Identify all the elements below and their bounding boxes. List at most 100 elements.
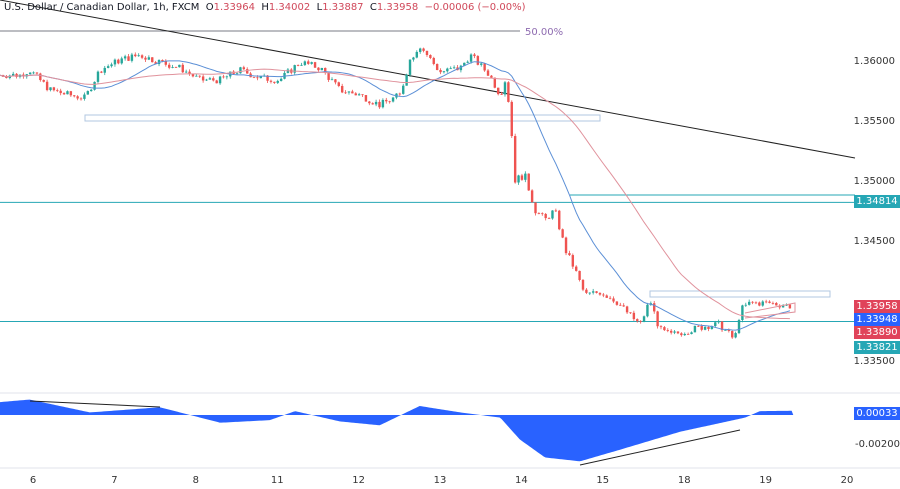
candle-body <box>544 213 547 219</box>
candle-body <box>188 71 191 75</box>
candle-body <box>208 78 212 80</box>
candle-body <box>727 329 731 332</box>
candle-body <box>147 57 151 60</box>
candle-body <box>554 210 558 212</box>
candle-body <box>751 301 754 303</box>
chart-header: U.S. Dollar / Canadian Dollar, 1h, FXCM … <box>4 2 526 13</box>
candle-body <box>591 291 595 293</box>
ma-fast-line <box>0 60 791 331</box>
candle-body <box>663 327 666 331</box>
y-tick-label: 1.36000 <box>854 56 895 67</box>
candle-body <box>629 312 632 314</box>
candle-body <box>242 67 246 70</box>
candle-body <box>42 80 45 82</box>
candle-body <box>446 68 449 72</box>
close-value: 1.33958 <box>376 2 419 13</box>
candle-body <box>513 136 517 183</box>
candle-body <box>324 67 327 73</box>
candle-body <box>659 326 663 328</box>
candle-body <box>581 279 585 290</box>
candle-body <box>744 304 747 306</box>
candle-body <box>347 91 351 93</box>
candle-body <box>45 81 49 91</box>
candle-body <box>218 76 222 84</box>
candle-body <box>547 218 551 219</box>
candle-body <box>449 68 452 70</box>
candle-body <box>497 87 500 95</box>
candle-body <box>144 57 147 60</box>
candle-body <box>252 77 256 79</box>
candle-body <box>568 253 571 256</box>
candle-body <box>276 80 279 83</box>
x-tick-label: 18 <box>678 475 691 486</box>
x-tick-label: 12 <box>352 475 365 486</box>
y-tick-label: 1.35000 <box>854 176 895 187</box>
candle-body <box>405 74 408 86</box>
candle-body <box>222 76 225 78</box>
y-tick-label: 1.33500 <box>854 356 895 367</box>
candle-body <box>259 76 262 79</box>
candle-body <box>490 75 493 78</box>
divergence-line <box>579 429 741 466</box>
candle-body <box>378 101 381 108</box>
candle-body <box>198 75 201 77</box>
candle-body <box>520 175 524 180</box>
candle-body <box>486 70 490 76</box>
candle-body <box>656 311 659 327</box>
candle-body <box>127 56 130 61</box>
candle-body <box>49 87 52 91</box>
candle-body <box>235 73 239 75</box>
candle-body <box>388 101 391 103</box>
candle-body <box>5 76 8 79</box>
low-value: 1.33887 <box>322 2 364 13</box>
candle-body <box>690 332 693 335</box>
candle-body <box>73 95 76 97</box>
candle-body <box>28 72 32 75</box>
candle-body <box>564 237 568 254</box>
candle-body <box>62 93 66 95</box>
candle-body <box>625 306 629 313</box>
candle-body <box>266 75 269 81</box>
candle-body <box>86 91 90 95</box>
candle-body <box>503 82 507 95</box>
candle-body <box>575 266 578 271</box>
candle-body <box>371 103 374 105</box>
candle-body <box>83 94 86 99</box>
candle-body <box>422 48 425 51</box>
candle-body <box>110 64 113 67</box>
candle-body <box>327 72 330 80</box>
candle-body <box>483 63 486 71</box>
candle-body <box>76 96 79 99</box>
candle-body <box>313 62 317 68</box>
candle-body <box>717 321 720 323</box>
candle-body <box>561 229 564 238</box>
candle-body <box>476 56 480 65</box>
candle-body <box>707 326 710 329</box>
candle-body <box>500 94 503 95</box>
candle-body <box>286 69 290 73</box>
price-label-last: 1.33958 <box>854 300 900 313</box>
candle-body <box>435 63 439 70</box>
candle-body <box>615 301 619 305</box>
candle-body <box>463 62 466 66</box>
candle-body <box>279 78 283 81</box>
x-tick-label: 19 <box>759 475 772 486</box>
candle-body <box>106 66 110 68</box>
candle-body <box>69 91 73 96</box>
candle-body <box>56 90 59 92</box>
triangle-pattern <box>744 302 796 319</box>
candle-body <box>320 67 324 71</box>
candle-body <box>307 61 310 64</box>
candle-body <box>432 57 435 64</box>
candle-body <box>646 304 649 317</box>
candle-body <box>191 74 195 77</box>
x-tick-label: 20 <box>841 475 854 486</box>
candle-body <box>103 67 106 73</box>
symbol-title: U.S. Dollar / Canadian Dollar, 1h, FXCM <box>4 2 200 13</box>
candle-body <box>710 325 714 329</box>
candle-body <box>239 67 242 74</box>
candle-body <box>669 330 673 333</box>
candle-body <box>571 255 575 267</box>
